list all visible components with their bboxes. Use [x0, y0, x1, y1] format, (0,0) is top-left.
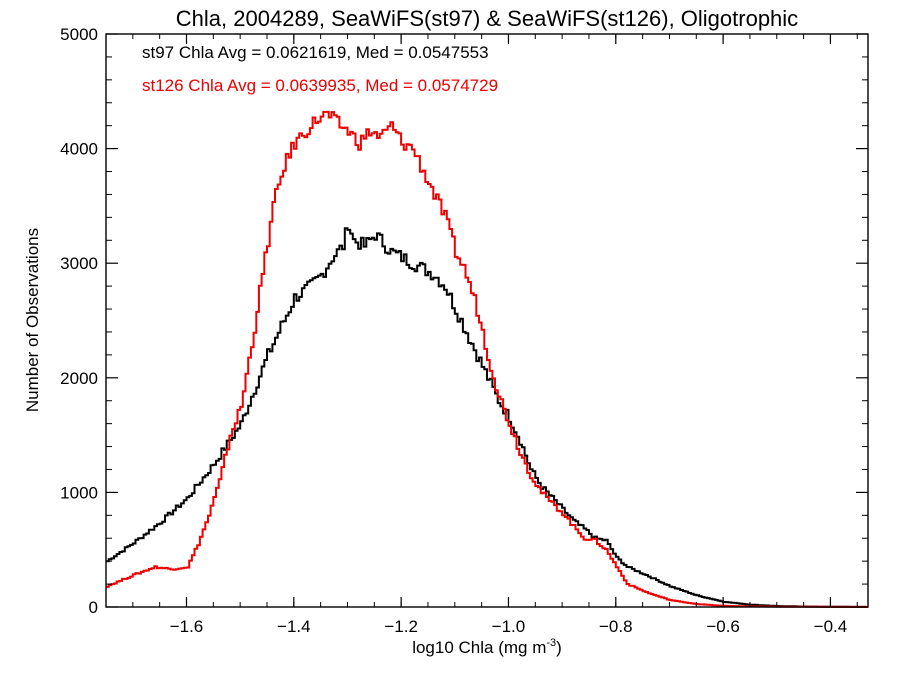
x-axis-ticks: −1.6 −1.4 −1.2 −1.0 −0.8 −0.6 −0.4 [105, 34, 858, 636]
series-line-0 [106, 227, 868, 608]
series-layer [106, 110, 868, 608]
x-axis-label-main: log10 Chla (mg m [412, 638, 546, 657]
annotation-st126: st126 Chla Avg = 0.0639935, Med = 0.0574… [142, 76, 498, 95]
x-tick-label: −1.2 [384, 617, 418, 636]
y-tick-label: 2000 [60, 369, 98, 388]
chart-title: Chla, 2004289, SeaWiFS(st97) & SeaWiFS(s… [176, 6, 798, 31]
x-tick-label: −0.4 [814, 617, 848, 636]
x-axis-label-superscript: -3 [546, 637, 556, 649]
y-tick-label: 4000 [60, 140, 98, 159]
y-tick-label: 3000 [60, 254, 98, 273]
x-tick-label: −0.6 [706, 617, 740, 636]
x-axis-label-close: ) [556, 638, 562, 657]
x-tick-label: −1.0 [492, 617, 526, 636]
x-tick-label: −1.4 [277, 617, 311, 636]
y-tick-label: 5000 [60, 25, 98, 44]
x-tick-label: −1.6 [170, 617, 204, 636]
plot-frame [105, 33, 869, 608]
annotation-st97: st97 Chla Avg = 0.0621619, Med = 0.05475… [142, 43, 489, 62]
series-line-1 [106, 110, 868, 608]
x-axis-label: log10 Chla (mg m-3) [412, 637, 562, 657]
y-axis-ticks: 0 1000 2000 3000 4000 5000 [60, 25, 868, 617]
x-tick-label: −0.8 [599, 617, 633, 636]
y-axis-label: Number of Observations [23, 228, 42, 412]
y-tick-label: 1000 [60, 483, 98, 502]
y-tick-label: 0 [89, 598, 98, 617]
